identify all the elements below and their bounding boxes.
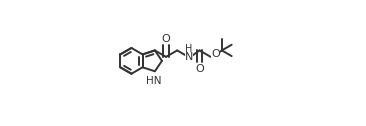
Text: O: O <box>195 64 204 74</box>
Text: H: H <box>185 44 193 54</box>
Text: O: O <box>212 49 220 59</box>
Text: HN: HN <box>146 76 162 86</box>
Text: N: N <box>184 52 193 62</box>
Text: O: O <box>162 34 171 44</box>
